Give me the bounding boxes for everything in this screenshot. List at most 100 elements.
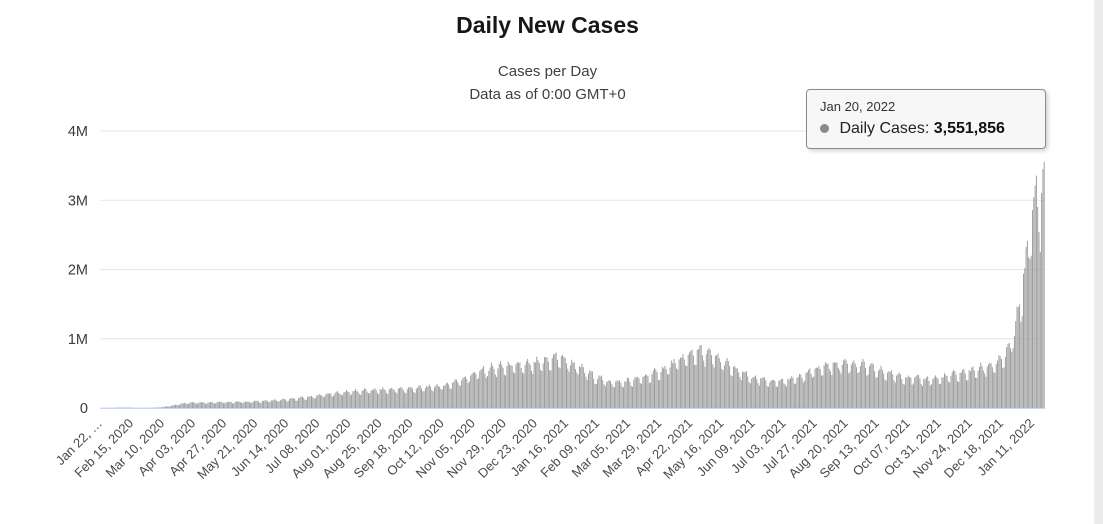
bar-daily-cases[interactable] [862, 358, 864, 408]
bar-daily-cases[interactable] [1038, 232, 1040, 408]
bar-daily-cases[interactable] [988, 364, 989, 408]
bar-daily-cases[interactable] [269, 401, 271, 408]
bar-daily-cases[interactable] [248, 401, 250, 408]
bar-daily-cases[interactable] [875, 377, 877, 408]
bar-daily-cases[interactable] [727, 361, 729, 408]
bar-daily-cases[interactable] [353, 390, 355, 408]
bar-daily-cases[interactable] [237, 401, 239, 408]
bar-daily-cases[interactable] [976, 377, 978, 408]
bar-daily-cases[interactable] [994, 372, 996, 408]
bar-daily-cases[interactable] [910, 377, 912, 408]
bar-daily-cases[interactable] [409, 387, 411, 408]
bar-daily-cases[interactable] [479, 371, 481, 408]
bar-daily-cases[interactable] [264, 400, 266, 409]
bar-daily-cases[interactable] [243, 401, 245, 408]
bar-daily-cases[interactable] [445, 383, 447, 408]
bar-daily-cases[interactable] [362, 390, 364, 408]
bar-daily-cases[interactable] [799, 373, 800, 408]
bar-daily-cases[interactable] [168, 406, 170, 408]
bar-daily-cases[interactable] [466, 379, 468, 408]
bar-daily-cases[interactable] [644, 374, 646, 408]
bar-daily-cases[interactable] [657, 379, 659, 408]
bar-daily-cases[interactable] [208, 402, 210, 408]
bar-daily-cases[interactable] [294, 398, 296, 408]
bar-daily-cases[interactable] [423, 391, 425, 408]
bar-daily-cases[interactable] [690, 351, 692, 408]
bar-daily-cases[interactable] [622, 387, 624, 408]
bar-daily-cases[interactable] [990, 363, 992, 408]
bar-daily-cases[interactable] [663, 368, 665, 408]
bar-daily-cases[interactable] [377, 393, 378, 408]
bar-daily-cases[interactable] [661, 366, 663, 408]
bar-daily-cases[interactable] [610, 380, 611, 408]
bar-daily-cases[interactable] [777, 386, 778, 408]
bar-daily-cases[interactable] [410, 386, 412, 408]
bar-daily-cases[interactable] [230, 402, 232, 408]
bar-daily-cases[interactable] [481, 368, 483, 408]
bar-daily-cases[interactable] [546, 357, 548, 409]
bar-daily-cases[interactable] [322, 396, 324, 408]
bar-daily-cases[interactable] [775, 386, 777, 408]
bar-daily-cases[interactable] [906, 377, 908, 408]
bar-daily-cases[interactable] [454, 379, 456, 408]
bar-daily-cases[interactable] [588, 373, 589, 408]
bar-daily-cases[interactable] [687, 354, 689, 408]
bar-daily-cases[interactable] [828, 369, 830, 408]
bar-daily-cases[interactable] [964, 373, 966, 408]
bar-daily-cases[interactable] [1039, 252, 1041, 408]
bar-daily-cases[interactable] [923, 378, 925, 408]
bar-daily-cases[interactable] [347, 391, 349, 408]
bar-daily-cases[interactable] [639, 382, 641, 408]
bar-daily-cases[interactable] [219, 401, 221, 408]
bar-daily-cases[interactable] [316, 395, 318, 408]
bar-daily-cases[interactable] [211, 402, 213, 408]
bar-daily-cases[interactable] [995, 364, 997, 408]
bar-daily-cases[interactable] [845, 360, 847, 409]
bar-daily-cases[interactable] [193, 402, 195, 408]
bar-daily-cases[interactable] [291, 398, 293, 408]
bar-daily-cases[interactable] [738, 372, 740, 408]
bar-daily-cases[interactable] [235, 401, 237, 408]
bar-daily-cases[interactable] [333, 395, 334, 408]
bar-daily-cases[interactable] [427, 386, 429, 408]
bar-daily-cases[interactable] [414, 393, 416, 408]
bar-daily-cases[interactable] [832, 362, 834, 408]
bar-daily-cases[interactable] [503, 374, 505, 408]
bar-daily-cases[interactable] [1041, 193, 1043, 408]
bar-daily-cases[interactable] [814, 368, 816, 408]
bar-daily-cases[interactable] [934, 375, 936, 408]
bar-daily-cases[interactable] [878, 370, 879, 408]
bar-daily-cases[interactable] [699, 345, 701, 408]
bar-daily-cases[interactable] [277, 401, 279, 408]
bar-daily-cases[interactable] [805, 372, 807, 408]
bar-daily-cases[interactable] [247, 401, 249, 408]
bar-daily-cases[interactable] [673, 358, 675, 408]
bar-daily-cases[interactable] [563, 356, 565, 408]
bar-daily-cases[interactable] [694, 364, 696, 408]
bar-daily-cases[interactable] [502, 367, 504, 408]
bar-daily-cases[interactable] [608, 380, 610, 408]
bar-daily-cases[interactable] [859, 366, 861, 408]
bar-daily-cases[interactable] [300, 396, 302, 408]
bar-daily-cases[interactable] [1002, 367, 1004, 408]
bar-daily-cases[interactable] [383, 388, 385, 408]
bar-daily-cases[interactable] [972, 366, 974, 408]
bar-daily-cases[interactable] [786, 386, 788, 408]
bar-daily-cases[interactable] [1004, 356, 1006, 408]
bar-daily-cases[interactable] [360, 394, 362, 408]
bar-daily-cases[interactable] [978, 366, 980, 408]
bar-daily-cases[interactable] [276, 400, 277, 408]
bar-daily-cases[interactable] [257, 401, 259, 408]
bar-daily-cases[interactable] [796, 377, 798, 408]
bar-daily-cases[interactable] [158, 407, 160, 408]
bar-daily-cases[interactable] [171, 405, 173, 408]
bar-daily-cases[interactable] [625, 381, 627, 408]
bar-daily-cases[interactable] [616, 380, 618, 408]
bar-daily-cases[interactable] [681, 357, 683, 408]
bar-daily-cases[interactable] [483, 366, 485, 408]
bar-daily-cases[interactable] [771, 380, 773, 408]
bar-daily-cases[interactable] [480, 369, 482, 408]
bar-daily-cases[interactable] [758, 385, 760, 408]
bar-daily-cases[interactable] [399, 388, 400, 408]
bar-daily-cases[interactable] [544, 357, 545, 408]
